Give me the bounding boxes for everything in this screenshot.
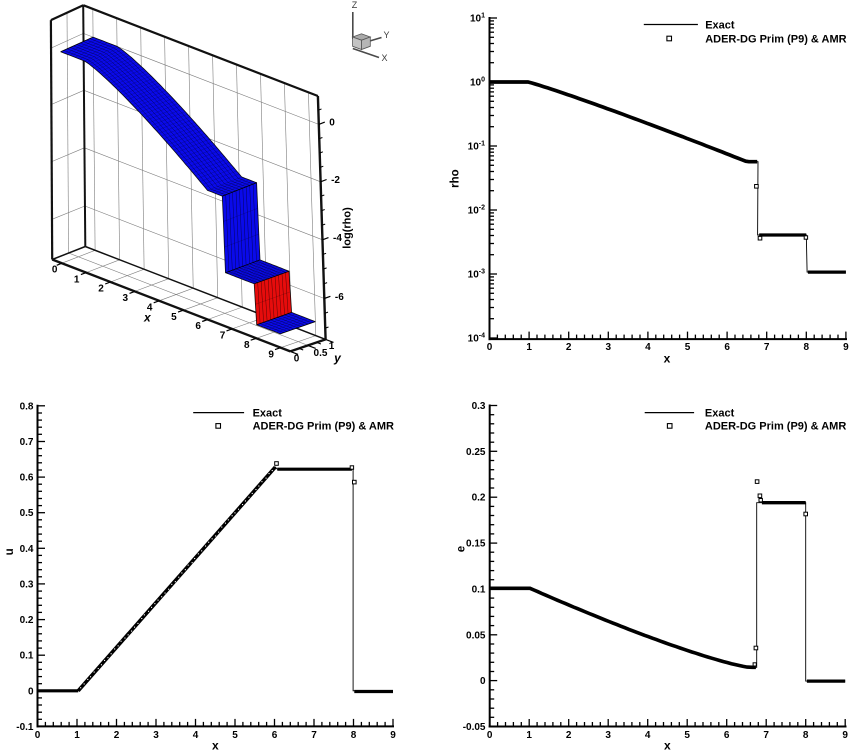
svg-text:6: 6 bbox=[272, 730, 278, 741]
svg-text:3: 3 bbox=[606, 342, 612, 353]
svg-text:0: 0 bbox=[35, 730, 41, 741]
svg-text:7: 7 bbox=[220, 331, 226, 342]
svg-text:1: 1 bbox=[74, 730, 80, 741]
svg-text:2: 2 bbox=[114, 730, 120, 741]
svg-text:0.05: 0.05 bbox=[466, 630, 486, 641]
svg-text:3: 3 bbox=[123, 293, 129, 304]
svg-text:1: 1 bbox=[74, 274, 80, 285]
svg-text:0.7: 0.7 bbox=[20, 437, 34, 448]
svg-text:0: 0 bbox=[329, 118, 335, 129]
svg-text:x: x bbox=[143, 311, 152, 325]
svg-text:2: 2 bbox=[566, 730, 572, 741]
svg-text:e: e bbox=[456, 546, 468, 552]
svg-text:-6: -6 bbox=[335, 292, 344, 303]
svg-text:8: 8 bbox=[803, 730, 809, 741]
svg-text:Y: Y bbox=[383, 30, 389, 40]
svg-text:ADER-DG Prim (P9) & AMR: ADER-DG Prim (P9) & AMR bbox=[705, 421, 846, 433]
svg-text:-2: -2 bbox=[331, 175, 340, 186]
svg-text:1: 1 bbox=[329, 341, 335, 352]
svg-text:0: 0 bbox=[294, 354, 300, 365]
svg-text:4: 4 bbox=[193, 730, 199, 741]
svg-text:0.6: 0.6 bbox=[20, 473, 34, 484]
svg-text:Z: Z bbox=[352, 0, 358, 10]
svg-text:0.2: 0.2 bbox=[20, 615, 34, 626]
svg-text:4: 4 bbox=[147, 303, 153, 314]
svg-text:ADER-DG Prim (P9) & AMR: ADER-DG Prim (P9) & AMR bbox=[705, 33, 846, 45]
svg-text:0: 0 bbox=[28, 686, 34, 697]
svg-text:0: 0 bbox=[487, 342, 493, 353]
svg-text:6: 6 bbox=[195, 321, 201, 332]
svg-text:1: 1 bbox=[526, 730, 532, 741]
svg-text:5: 5 bbox=[684, 730, 690, 741]
svg-text:9: 9 bbox=[843, 342, 849, 353]
svg-text:0.4: 0.4 bbox=[20, 544, 34, 555]
svg-text:0.3: 0.3 bbox=[472, 401, 486, 412]
svg-text:u: u bbox=[4, 548, 16, 555]
svg-text:Exact: Exact bbox=[253, 407, 283, 419]
svg-text:x: x bbox=[212, 739, 219, 752]
svg-text:0.2: 0.2 bbox=[472, 493, 486, 504]
svg-text:2: 2 bbox=[98, 284, 104, 295]
svg-text:6: 6 bbox=[724, 730, 730, 741]
svg-text:4: 4 bbox=[645, 730, 651, 741]
svg-text:1: 1 bbox=[526, 342, 532, 353]
svg-text:-0.1: -0.1 bbox=[16, 722, 34, 733]
svg-text:7: 7 bbox=[763, 730, 769, 741]
svg-text:0: 0 bbox=[480, 676, 486, 687]
svg-text:8: 8 bbox=[244, 340, 250, 351]
svg-text:-4: -4 bbox=[333, 233, 342, 244]
svg-text:9: 9 bbox=[842, 730, 848, 741]
svg-text:0.5: 0.5 bbox=[314, 348, 328, 359]
svg-text:-0.05: -0.05 bbox=[463, 722, 486, 733]
svg-text:y: y bbox=[333, 351, 342, 365]
svg-text:5: 5 bbox=[171, 312, 177, 323]
svg-text:7: 7 bbox=[311, 730, 317, 741]
svg-text:Exact: Exact bbox=[705, 407, 735, 419]
svg-text:0.25: 0.25 bbox=[466, 447, 486, 458]
svg-text:x: x bbox=[664, 739, 671, 752]
svg-text:0.8: 0.8 bbox=[20, 401, 34, 412]
svg-text:0.1: 0.1 bbox=[20, 651, 34, 662]
svg-text:0.15: 0.15 bbox=[466, 539, 486, 550]
svg-text:ADER-DG Prim (P9) & AMR: ADER-DG Prim (P9) & AMR bbox=[253, 421, 394, 433]
svg-text:0: 0 bbox=[52, 264, 58, 275]
svg-text:0.5: 0.5 bbox=[20, 508, 34, 519]
svg-text:9: 9 bbox=[268, 349, 274, 360]
svg-text:3: 3 bbox=[605, 730, 611, 741]
svg-text:2: 2 bbox=[566, 342, 572, 353]
svg-text:3: 3 bbox=[153, 730, 159, 741]
svg-text:rho: rho bbox=[450, 169, 462, 188]
svg-text:4: 4 bbox=[645, 342, 651, 353]
svg-text:7: 7 bbox=[764, 342, 770, 353]
svg-text:0: 0 bbox=[487, 730, 493, 741]
svg-text:8: 8 bbox=[351, 730, 357, 741]
svg-text:0.1: 0.1 bbox=[472, 584, 486, 595]
svg-text:log(rho): log(rho) bbox=[342, 207, 354, 249]
svg-text:6: 6 bbox=[724, 342, 730, 353]
svg-text:9: 9 bbox=[390, 730, 396, 741]
svg-text:5: 5 bbox=[685, 342, 691, 353]
svg-text:Exact: Exact bbox=[705, 19, 735, 31]
svg-text:x: x bbox=[664, 352, 671, 366]
svg-text:X: X bbox=[381, 53, 387, 63]
svg-text:0.3: 0.3 bbox=[20, 579, 34, 590]
svg-text:5: 5 bbox=[232, 730, 238, 741]
svg-text:8: 8 bbox=[804, 342, 810, 353]
